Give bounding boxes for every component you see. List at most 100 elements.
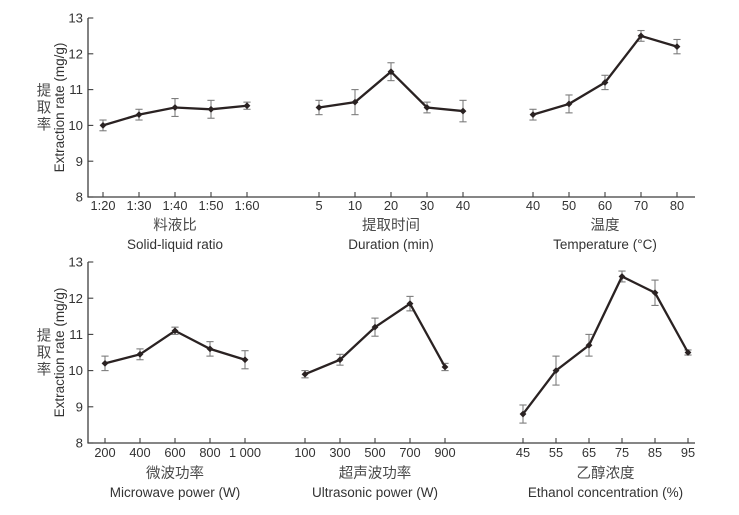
data-point-marker <box>99 122 107 129</box>
row-axis-1: 8 9 10 11 12 13 提取率 Extraction rate (mg/g) <box>37 255 695 451</box>
data-point-marker <box>207 105 215 113</box>
data-point-marker <box>552 367 560 374</box>
x-tick-label: 1:20 <box>91 198 116 213</box>
y-axis-label-cn: 提取率 <box>37 83 52 134</box>
y-tick-label: 12 <box>68 46 83 61</box>
x-tick-label: 50 <box>562 198 576 213</box>
y-tick-label: 13 <box>68 255 83 270</box>
x-tick-label: 1:30 <box>127 198 152 213</box>
panel-letter: E <box>287 0 296 3</box>
error-bars <box>99 98 251 132</box>
x-axis-label-cn: 温度 <box>591 217 620 234</box>
y-tick-label: 13 <box>68 11 83 26</box>
x-tick-label: 600 <box>164 445 185 460</box>
data-point-marker <box>387 68 395 76</box>
y-tick-label: 10 <box>68 363 83 378</box>
x-tick-label: 700 <box>399 445 420 460</box>
panel-E: E 100 300 500 700 900 超声波功率 Ultrasonic power (W… <box>287 0 456 500</box>
x-tick-label: 10 <box>348 198 362 213</box>
x-tick-label: 20 <box>384 198 398 213</box>
y-axis-label-cn-char: 提 <box>37 83 52 100</box>
data-point-marker <box>243 102 251 110</box>
x-axis-label-en: Ultrasonic power (W) <box>312 485 438 500</box>
y-tick-label: 10 <box>68 118 83 133</box>
x-axis-label-en: Duration (min) <box>348 237 434 252</box>
data-point-marker <box>565 100 573 108</box>
x-tick-label: 500 <box>364 445 385 460</box>
data-point-marker <box>585 341 593 349</box>
y-tick-label: 12 <box>68 291 83 306</box>
panel-letter: D <box>97 0 106 3</box>
y-tick-label: 8 <box>76 436 83 451</box>
x-tick-label: 1:60 <box>235 198 260 213</box>
x-tick-label: 70 <box>634 198 648 213</box>
data-line <box>522 274 690 415</box>
data-point-marker <box>171 104 179 111</box>
x-tick-label: 65 <box>582 445 596 460</box>
x-tick-label: 60 <box>598 198 612 213</box>
x-axis-label-cn: 料液比 <box>153 217 197 234</box>
x-axis-label-en: Microwave power (W) <box>110 485 241 500</box>
y-axis-label-en: Extraction rate (mg/g) <box>52 288 67 418</box>
data-point-marker <box>351 98 359 106</box>
x-tick-label: 900 <box>434 445 455 460</box>
x-tick-label: 85 <box>648 445 662 460</box>
data-point-marker <box>441 363 449 371</box>
data-point-marker <box>171 327 179 335</box>
data-point-marker <box>529 111 537 119</box>
x-tick-label: 200 <box>94 445 115 460</box>
panel-letter: F <box>498 0 506 3</box>
panel-D: D 200 400 600 800 1 000 微波功率 Microwave power (W… <box>94 0 261 500</box>
y-axis-label-cn-char: 提 <box>37 328 52 345</box>
x-tick-label: 100 <box>294 445 315 460</box>
x-tick-label: 5 <box>315 198 322 213</box>
x-axis-label-cn: 提取时间 <box>362 217 420 234</box>
x-tick-label: 40 <box>526 198 540 213</box>
y-axis-label-cn-char: 取 <box>37 346 52 362</box>
data-point-marker <box>684 349 692 356</box>
data-point-marker <box>406 300 414 308</box>
x-tick-label: 1:40 <box>163 198 188 213</box>
data-point-marker <box>336 356 344 364</box>
data-point-marker <box>206 345 214 353</box>
y-tick-label: 9 <box>76 399 83 414</box>
x-axis-label-en: Temperature (°C) <box>553 237 657 252</box>
y-axis-label-cn: 提取率 <box>37 328 52 379</box>
y-axis-label-cn-char: 率 <box>37 117 52 134</box>
x-axis-label-en: Ethanol concentration (%) <box>528 485 683 500</box>
panel-F: F 45 55 65 75 85 95 乙醇浓度 Ethanol concentration (… <box>498 0 695 500</box>
data-point-marker <box>241 356 249 364</box>
data-point-marker <box>301 370 309 378</box>
data-point-marker <box>459 107 467 115</box>
data-point-marker <box>651 289 659 297</box>
y-tick-label: 9 <box>76 154 83 169</box>
row-axis-0: 8 9 10 11 12 13 提取率 Extraction rate (mg/g) <box>37 11 695 205</box>
x-tick-label: 40 <box>456 198 470 213</box>
data-point-marker <box>673 43 681 51</box>
data-point-marker <box>519 410 527 418</box>
data-point-marker <box>423 104 431 111</box>
data-point-marker <box>136 350 144 358</box>
x-axis-label-cn: 微波功率 <box>146 465 204 482</box>
panel-letter: A <box>97 0 106 3</box>
data-point-marker <box>618 273 626 280</box>
y-tick-label: 11 <box>69 82 83 97</box>
x-tick-label: 30 <box>420 198 434 213</box>
data-point-marker <box>101 359 109 367</box>
x-axis-label-en: Solid-liquid ratio <box>127 237 223 252</box>
x-tick-label: 80 <box>670 198 684 213</box>
x-tick-label: 55 <box>549 445 563 460</box>
panel-B: B 5 10 20 30 40 提取时间 Duration (min) <box>287 0 470 252</box>
data-point-marker <box>135 111 143 119</box>
y-tick-label: 11 <box>69 327 83 342</box>
x-tick-label: 75 <box>615 445 629 460</box>
y-axis-label-en: Extraction rate (mg/g) <box>52 43 67 173</box>
y-tick-label: 8 <box>76 190 83 205</box>
x-tick-label: 300 <box>329 445 350 460</box>
x-tick-label: 95 <box>681 445 695 460</box>
data-point-marker <box>601 79 609 86</box>
x-tick-label: 400 <box>129 445 150 460</box>
